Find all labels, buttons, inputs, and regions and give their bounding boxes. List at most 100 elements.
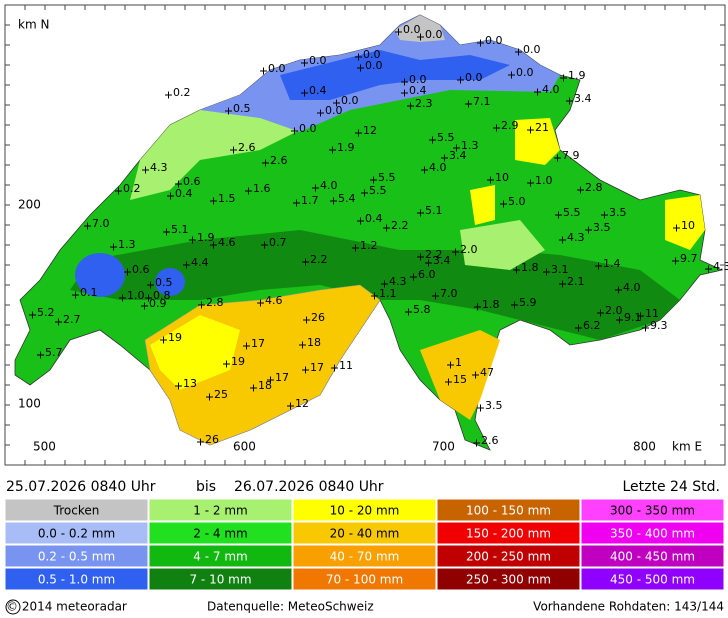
legend-swatch xyxy=(436,521,581,545)
station-value: 2.2 xyxy=(391,219,409,232)
station-marker xyxy=(595,262,602,270)
station-marker xyxy=(115,187,122,195)
station-value: 0.4 xyxy=(365,212,383,225)
region-deep-blue xyxy=(280,50,510,100)
station-value: 17 xyxy=(310,361,324,374)
station-value: 1.7 xyxy=(301,194,319,207)
station-marker xyxy=(210,197,217,205)
station-value: 21 xyxy=(535,121,549,134)
station-marker xyxy=(357,64,364,72)
station-value: 0.1 xyxy=(80,286,98,299)
station-marker xyxy=(167,192,174,200)
station-marker xyxy=(299,341,306,349)
station-marker xyxy=(705,265,712,273)
station-labels: 0.0 0.0 0.00.00.00.0 0.00.01.90.0 0.0 0.00.2 0… xyxy=(29,23,728,447)
station-value: 0.0 xyxy=(365,59,383,72)
station-value: 1.5 xyxy=(218,192,236,205)
station-value: 3.4 xyxy=(449,149,467,162)
station-value: 18 xyxy=(258,379,272,392)
region-dry xyxy=(395,15,445,42)
station-marker xyxy=(513,266,520,274)
station-marker xyxy=(29,311,36,319)
station-marker xyxy=(206,393,213,401)
station-marker xyxy=(225,107,232,115)
station-marker xyxy=(317,109,324,117)
station-marker xyxy=(472,371,479,379)
station-value: 0.0 xyxy=(403,23,421,36)
station-marker xyxy=(445,378,452,386)
legend-swatch xyxy=(148,521,293,545)
station-value: 5.5 xyxy=(369,184,387,197)
station-value: 0.9 xyxy=(149,297,167,310)
station-value: 4.6 xyxy=(218,236,236,249)
station-value: 2.7 xyxy=(63,313,81,326)
station-value: 5.0 xyxy=(508,195,526,208)
station-value: 4.0 xyxy=(623,281,641,294)
region-yellow xyxy=(470,185,495,225)
station-value: 0.8 xyxy=(153,289,171,302)
station-value: 26 xyxy=(311,311,325,324)
station-marker xyxy=(175,382,182,390)
station-value: 4.4 xyxy=(191,256,209,269)
station-marker xyxy=(355,53,362,61)
station-value: 12 xyxy=(295,397,309,410)
station-marker xyxy=(329,146,336,154)
station-value: 2.6 xyxy=(270,154,288,167)
station-marker xyxy=(575,324,582,332)
station-marker xyxy=(473,439,480,447)
station-marker xyxy=(183,261,190,269)
station-value: 5.5 xyxy=(563,206,581,219)
station-value: 0.0 xyxy=(309,54,327,67)
station-marker xyxy=(577,186,584,194)
station-value: 1.9 xyxy=(568,69,586,82)
station-value: 2.1 xyxy=(567,275,585,288)
station-value: 7.1 xyxy=(473,95,491,108)
legend-label: 70 - 100 mm xyxy=(326,573,403,587)
station-value: 1.9 xyxy=(337,141,355,154)
station-value: 5.1 xyxy=(171,223,189,236)
station-marker xyxy=(527,179,534,187)
station-value: 0.0 xyxy=(299,122,317,135)
station-marker xyxy=(555,211,562,219)
period-window: Letzte 24 Std. xyxy=(622,479,720,495)
legend-label: 20 - 40 mm xyxy=(330,527,400,541)
station-value: 7.9 xyxy=(562,149,580,162)
station-marker xyxy=(147,281,154,289)
station-marker xyxy=(293,199,300,207)
legend-label: 40 - 70 mm xyxy=(330,550,400,564)
station-marker xyxy=(425,259,432,267)
station-marker xyxy=(361,189,368,197)
station-value: 7.0 xyxy=(92,217,110,230)
station-marker xyxy=(477,39,484,47)
legend-label: 450 - 500 mm xyxy=(610,573,695,587)
station-value: 0.0 xyxy=(409,73,427,86)
station-value: 11 xyxy=(339,359,353,372)
legend-swatch xyxy=(292,521,437,545)
legend-swatch xyxy=(436,544,581,568)
station-marker xyxy=(210,241,217,249)
station-marker xyxy=(189,236,196,244)
station-value: 2.6 xyxy=(238,141,256,154)
station-marker xyxy=(352,244,359,252)
station-value: 0.4 xyxy=(309,84,327,97)
legend-swatch xyxy=(580,521,725,545)
station-marker xyxy=(453,144,460,152)
station-value: 15 xyxy=(453,373,467,386)
station-marker xyxy=(417,209,424,217)
station-value: 3.5 xyxy=(609,206,627,219)
period-end: 26.07.2026 0840 Uhr xyxy=(234,479,384,495)
station-marker xyxy=(493,124,500,132)
station-value: 0.0 xyxy=(465,71,483,84)
legend-swatch xyxy=(580,544,725,568)
station-marker xyxy=(642,324,649,332)
station-value: 0.6 xyxy=(183,175,201,188)
station-marker xyxy=(84,222,91,230)
station-value: 12 xyxy=(363,124,377,137)
station-value: 18 xyxy=(307,336,321,349)
x-axis-label: 500 xyxy=(33,440,56,454)
station-marker xyxy=(554,154,561,162)
x-axis-label: 600 xyxy=(233,440,256,454)
station-marker xyxy=(175,180,182,188)
legend-swatch xyxy=(436,567,581,591)
